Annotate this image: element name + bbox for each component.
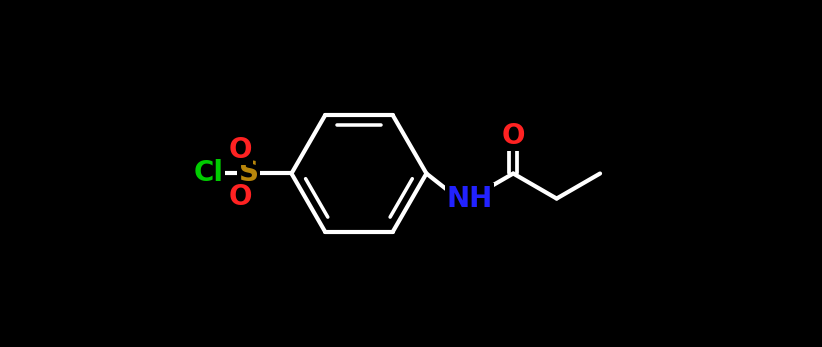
Text: NH: NH <box>446 185 493 213</box>
Text: O: O <box>501 122 525 150</box>
Text: O: O <box>229 136 252 164</box>
Text: S: S <box>239 160 259 187</box>
Text: O: O <box>229 183 252 211</box>
Text: Cl: Cl <box>194 160 224 187</box>
